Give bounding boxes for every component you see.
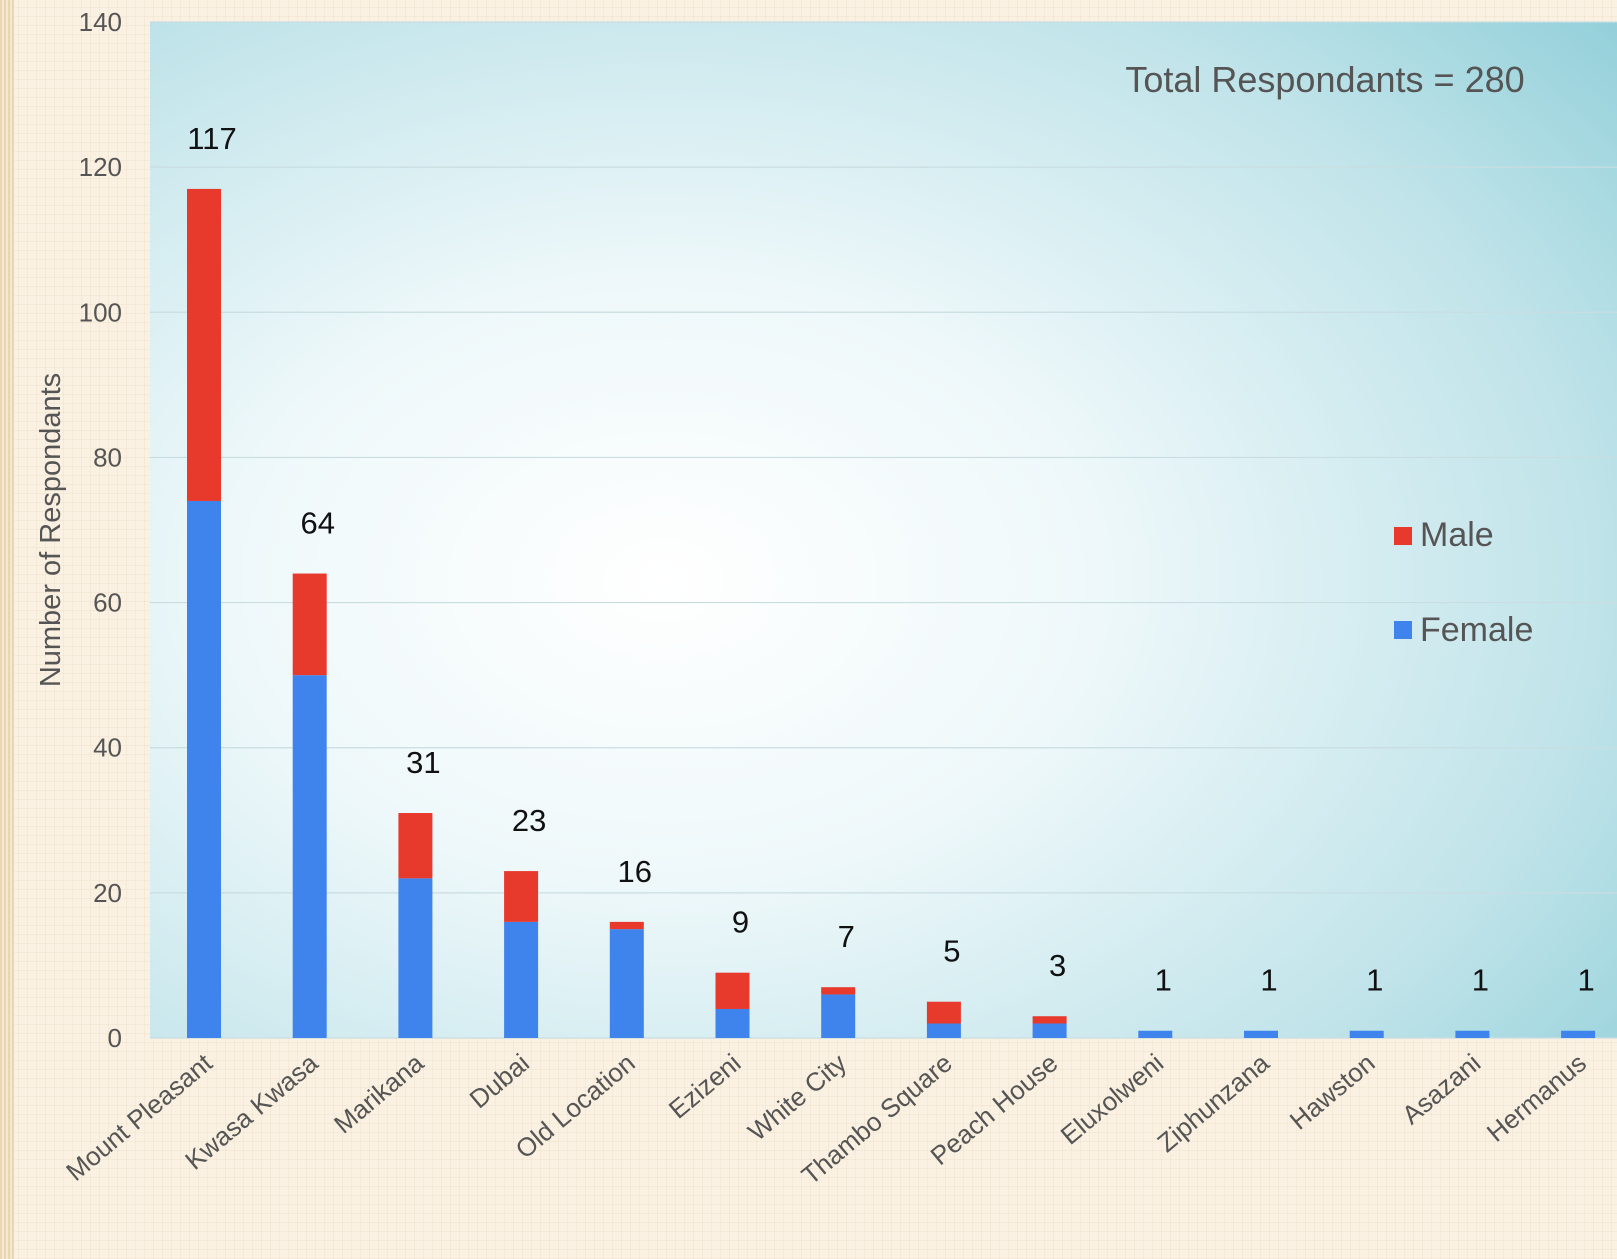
total-label: 1	[1155, 963, 1172, 998]
bar-female	[1561, 1030, 1596, 1038]
bar-male	[1032, 1016, 1067, 1024]
legend: Male Female	[1394, 516, 1533, 649]
total-label: 16	[618, 854, 652, 889]
total-label: 1	[1472, 963, 1489, 998]
x-tick-label: Ziphunzana	[1151, 1047, 1275, 1158]
bar-female	[1349, 1030, 1384, 1038]
bar-female	[609, 929, 644, 1038]
total-label: 23	[512, 803, 546, 838]
bar-female	[292, 675, 327, 1038]
bar-male	[715, 972, 750, 1009]
x-tick-label: White City	[742, 1048, 852, 1147]
y-axis-label: Number of Respondants	[35, 373, 67, 687]
y-tick-label: 40	[93, 733, 122, 763]
total-label: 117	[187, 121, 236, 156]
total-label: 9	[732, 905, 749, 940]
bar-female	[1032, 1023, 1067, 1038]
x-tick-label: Asazani	[1396, 1048, 1486, 1130]
x-tick-label: Hawston	[1284, 1048, 1381, 1136]
total-label: 5	[943, 934, 960, 969]
bar-male	[609, 921, 644, 930]
legend-male-swatch	[1394, 527, 1412, 545]
bar-female	[398, 878, 433, 1038]
bar-male	[926, 1001, 961, 1024]
bar-male	[187, 188, 221, 501]
legend-female-label: Female	[1420, 611, 1533, 649]
total-label: 1	[1366, 963, 1383, 998]
total-respondants-annotation: Total Respondants = 280	[1125, 59, 1524, 100]
y-tick-label: 80	[93, 442, 122, 472]
bar-male	[821, 987, 856, 995]
x-tick-label: Dubai	[464, 1048, 535, 1115]
y-tick-label: 140	[79, 7, 122, 37]
legend-female-swatch	[1394, 621, 1412, 639]
bar-male	[398, 813, 433, 879]
total-label: 7	[838, 919, 855, 954]
y-tick-label: 60	[93, 588, 122, 618]
y-tick-label: 100	[79, 297, 122, 327]
bar-female	[504, 921, 539, 1038]
plot-area	[150, 22, 1617, 1038]
bar-female	[1138, 1030, 1173, 1038]
bar-male	[292, 573, 327, 676]
x-tick-label: Marikana	[328, 1047, 430, 1139]
y-axis-ticks: 0 20 40 60 80 100 120 140	[79, 7, 122, 1053]
total-label: 1	[1577, 963, 1594, 998]
bar-female	[1244, 1030, 1278, 1038]
bar-female	[715, 1008, 750, 1038]
x-tick-label: Ezizeni	[663, 1048, 746, 1125]
y-tick-label: 120	[79, 152, 122, 182]
total-label: 31	[406, 745, 440, 780]
total-label: 64	[300, 506, 334, 541]
gridlines	[150, 21, 1617, 1039]
total-label: 3	[1049, 948, 1066, 983]
y-tick-label: 20	[93, 878, 122, 908]
legend-male-label: Male	[1420, 516, 1494, 554]
bar-male	[504, 871, 539, 922]
bar-female	[1455, 1030, 1490, 1038]
x-tick-label: Hermanus	[1481, 1048, 1592, 1148]
total-label: 1	[1260, 963, 1277, 998]
bar-female	[187, 500, 221, 1038]
bar-female	[926, 1023, 961, 1038]
bars	[187, 188, 1596, 1038]
y-tick-label: 0	[108, 1023, 122, 1053]
bar-female	[821, 994, 856, 1038]
left-border-strip	[0, 0, 14, 1259]
